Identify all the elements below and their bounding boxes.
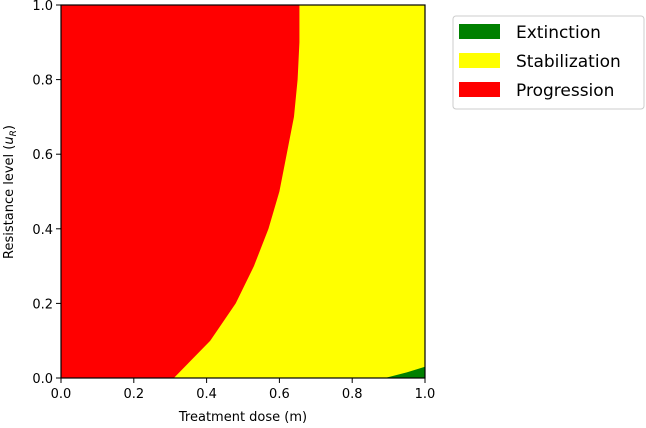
y-tick-label: 0.4 xyxy=(32,223,53,238)
plot-area xyxy=(60,4,426,379)
y-tick-label: 0.8 xyxy=(32,74,53,89)
legend: Extinction Stabilization Progression xyxy=(452,15,645,110)
extinction-region xyxy=(384,366,425,378)
legend-swatch-stabilization xyxy=(459,53,500,68)
y-tick-label: 0.2 xyxy=(32,297,53,312)
legend-item-extinction: Extinction xyxy=(459,23,601,43)
x-tick-label: 1.0 xyxy=(415,387,436,402)
x-tick-label: 0.2 xyxy=(123,387,144,402)
progression-region xyxy=(61,5,300,378)
legend-box xyxy=(452,15,645,110)
x-tick-label: 0.8 xyxy=(342,387,363,402)
y-axis-label: Resistance level (uR) xyxy=(2,125,19,259)
legend-item-progression: Progression xyxy=(459,81,614,101)
x-axis-ticks: 0.0 0.2 0.4 0.6 0.8 1.0 xyxy=(51,378,436,402)
y-tick-label: 0.0 xyxy=(32,372,53,387)
x-tick-label: 0.4 xyxy=(196,387,217,402)
legend-label-stabilization: Stabilization xyxy=(516,52,621,72)
y-tick-label: 1.0 xyxy=(32,0,53,14)
x-tick-label: 0.0 xyxy=(51,387,72,402)
x-axis-label: Treatment dose (m) xyxy=(178,410,307,425)
y-axis-ticks: 0.0 0.2 0.4 0.6 0.8 1.0 xyxy=(32,0,61,387)
x-tick-label: 0.6 xyxy=(269,387,290,402)
legend-swatch-extinction xyxy=(459,24,500,39)
legend-label-extinction: Extinction xyxy=(516,23,601,43)
legend-swatch-progression xyxy=(459,82,500,97)
y-tick-label: 0.6 xyxy=(32,148,53,163)
legend-label-progression: Progression xyxy=(516,81,614,101)
legend-item-stabilization: Stabilization xyxy=(459,52,621,72)
plot-frame xyxy=(60,4,426,379)
